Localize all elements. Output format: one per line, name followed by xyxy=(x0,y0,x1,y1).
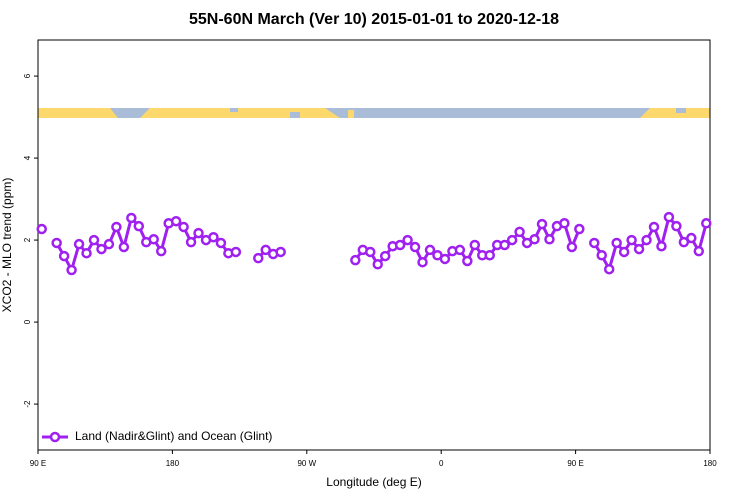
data-point xyxy=(118,241,130,253)
data-point xyxy=(58,250,70,262)
y-axis-label: XCO2 - MLO trend (ppm) xyxy=(0,178,14,313)
data-point xyxy=(66,264,77,276)
data-point xyxy=(663,211,675,223)
data-point xyxy=(372,259,383,270)
data-point xyxy=(544,234,555,245)
data-point xyxy=(603,263,615,275)
x-tick-label: 180 xyxy=(166,459,180,468)
y-tick-label: -2 xyxy=(23,400,32,408)
chart-title: 55N-60N March (Ver 10) 2015-01-01 to 202… xyxy=(189,11,559,28)
data-point xyxy=(424,244,436,256)
data-point xyxy=(253,252,264,264)
data-point xyxy=(275,246,286,258)
data-point xyxy=(260,244,271,256)
data-point xyxy=(596,250,607,261)
data-point xyxy=(185,236,197,248)
data-point xyxy=(671,220,682,232)
data-point xyxy=(73,238,85,250)
data-point xyxy=(648,221,660,233)
data-point xyxy=(88,234,100,246)
y-tick-label: 0 xyxy=(23,319,32,324)
data-point xyxy=(394,239,406,251)
data-point xyxy=(701,218,712,229)
data-point xyxy=(536,218,548,230)
x-tick-label: 0 xyxy=(439,459,444,468)
data-point xyxy=(379,250,391,262)
data-point xyxy=(81,247,92,259)
data-point xyxy=(589,237,600,249)
data-point xyxy=(51,237,62,249)
legend: Land (Nadir&Glint) and Ocean (Glint) xyxy=(42,429,272,443)
data-point xyxy=(148,234,159,245)
y-tick-label: 6 xyxy=(23,73,32,78)
data-point xyxy=(559,218,570,229)
data-point xyxy=(365,246,376,258)
data-point xyxy=(469,239,481,251)
data-point xyxy=(484,250,495,261)
data-point xyxy=(611,237,622,249)
y-tick-label: 4 xyxy=(23,155,32,160)
data-point xyxy=(230,246,242,258)
x-tick-label: 90 E xyxy=(30,459,46,468)
data-point xyxy=(96,243,107,255)
x-tick-label: 90 E xyxy=(567,459,583,468)
data-point xyxy=(208,231,219,243)
data-point xyxy=(409,241,421,253)
data-point xyxy=(566,241,578,253)
data-point xyxy=(417,256,428,268)
data-point xyxy=(693,245,705,257)
x-axis-label: Longitude (deg E) xyxy=(326,475,421,489)
x-tick-label: 90 W xyxy=(297,459,316,468)
x-tick-label: 180 xyxy=(703,459,717,468)
land-sea-strip xyxy=(38,108,710,118)
data-point xyxy=(633,243,645,255)
data-point xyxy=(574,223,585,235)
y-tick-label: 2 xyxy=(23,237,32,242)
data-point xyxy=(686,232,697,244)
data-point xyxy=(350,254,361,266)
data-point xyxy=(193,227,204,239)
data-point xyxy=(126,212,137,224)
data-point xyxy=(678,236,690,248)
data-point xyxy=(133,220,145,232)
data-point xyxy=(215,237,227,249)
data-point xyxy=(641,234,652,246)
data-point xyxy=(529,234,540,245)
plot-frame xyxy=(37,39,711,451)
data-point xyxy=(506,234,518,246)
data-point xyxy=(439,253,451,265)
data-point xyxy=(656,240,667,252)
legend-label: Land (Nadir&Glint) and Ocean (Glint) xyxy=(75,429,272,443)
data-point xyxy=(103,238,115,250)
data-point xyxy=(618,246,630,258)
data-point xyxy=(155,245,167,257)
data-point xyxy=(170,215,182,227)
legend-marker xyxy=(49,431,61,443)
data-point xyxy=(454,244,466,256)
data-point xyxy=(178,221,189,233)
data-point xyxy=(402,234,413,246)
data-point xyxy=(462,255,473,267)
data-point xyxy=(111,221,122,233)
data-point xyxy=(499,239,510,251)
data-point xyxy=(514,226,525,238)
data-point xyxy=(626,234,637,246)
data-point xyxy=(36,223,47,235)
